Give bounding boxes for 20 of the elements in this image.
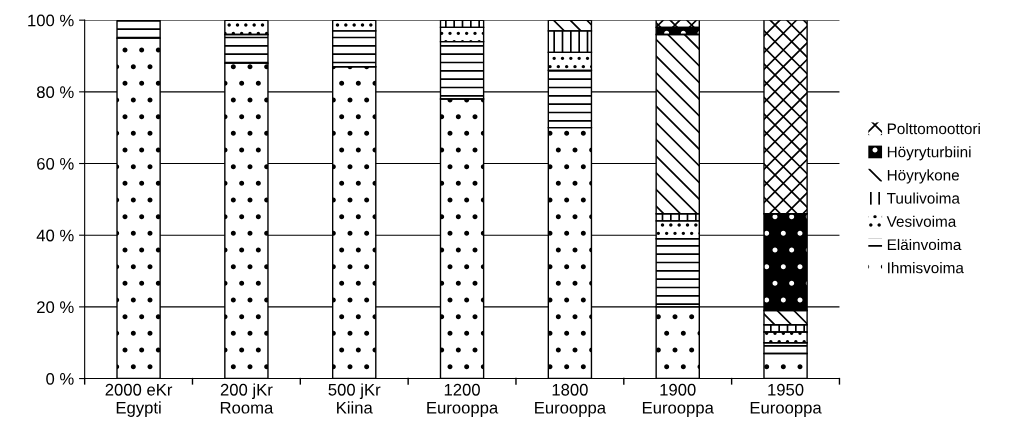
legend-label: Höyrykone bbox=[887, 169, 959, 184]
y-tick-label: 60 % bbox=[37, 157, 74, 170]
y-tick-label: 20 % bbox=[37, 301, 74, 314]
x-tick-label: 500 jKr Kiina bbox=[328, 383, 381, 414]
y-tick-label: 40 % bbox=[36, 229, 74, 242]
legend-label: Tuulivoima bbox=[886, 192, 960, 204]
legend-label: Höyryturbiini bbox=[887, 146, 971, 161]
x-tick-label: 1200 Eurooppa bbox=[427, 383, 499, 417]
legend-label: Vesivoima bbox=[886, 215, 957, 227]
x-tick-label: 2000 eKr Egypti bbox=[105, 383, 173, 417]
y-tick-label: 0 % bbox=[46, 372, 74, 385]
legend-label: Polttomoottori bbox=[887, 122, 980, 135]
x-tick-label: 1950 Eurooppa bbox=[750, 383, 822, 417]
legend-label: Ihmisvoima bbox=[888, 262, 964, 274]
x-tick-label: 1800 Eurooppa bbox=[535, 383, 607, 417]
x-tick-label: 200 jKr Rooma bbox=[220, 383, 274, 414]
legend-label: Eläinvoima bbox=[887, 238, 962, 251]
y-tick-label: 100 % bbox=[28, 14, 74, 27]
y-tick-label: 80 % bbox=[36, 86, 74, 99]
x-tick-label: 1900 Eurooppa bbox=[642, 383, 714, 417]
